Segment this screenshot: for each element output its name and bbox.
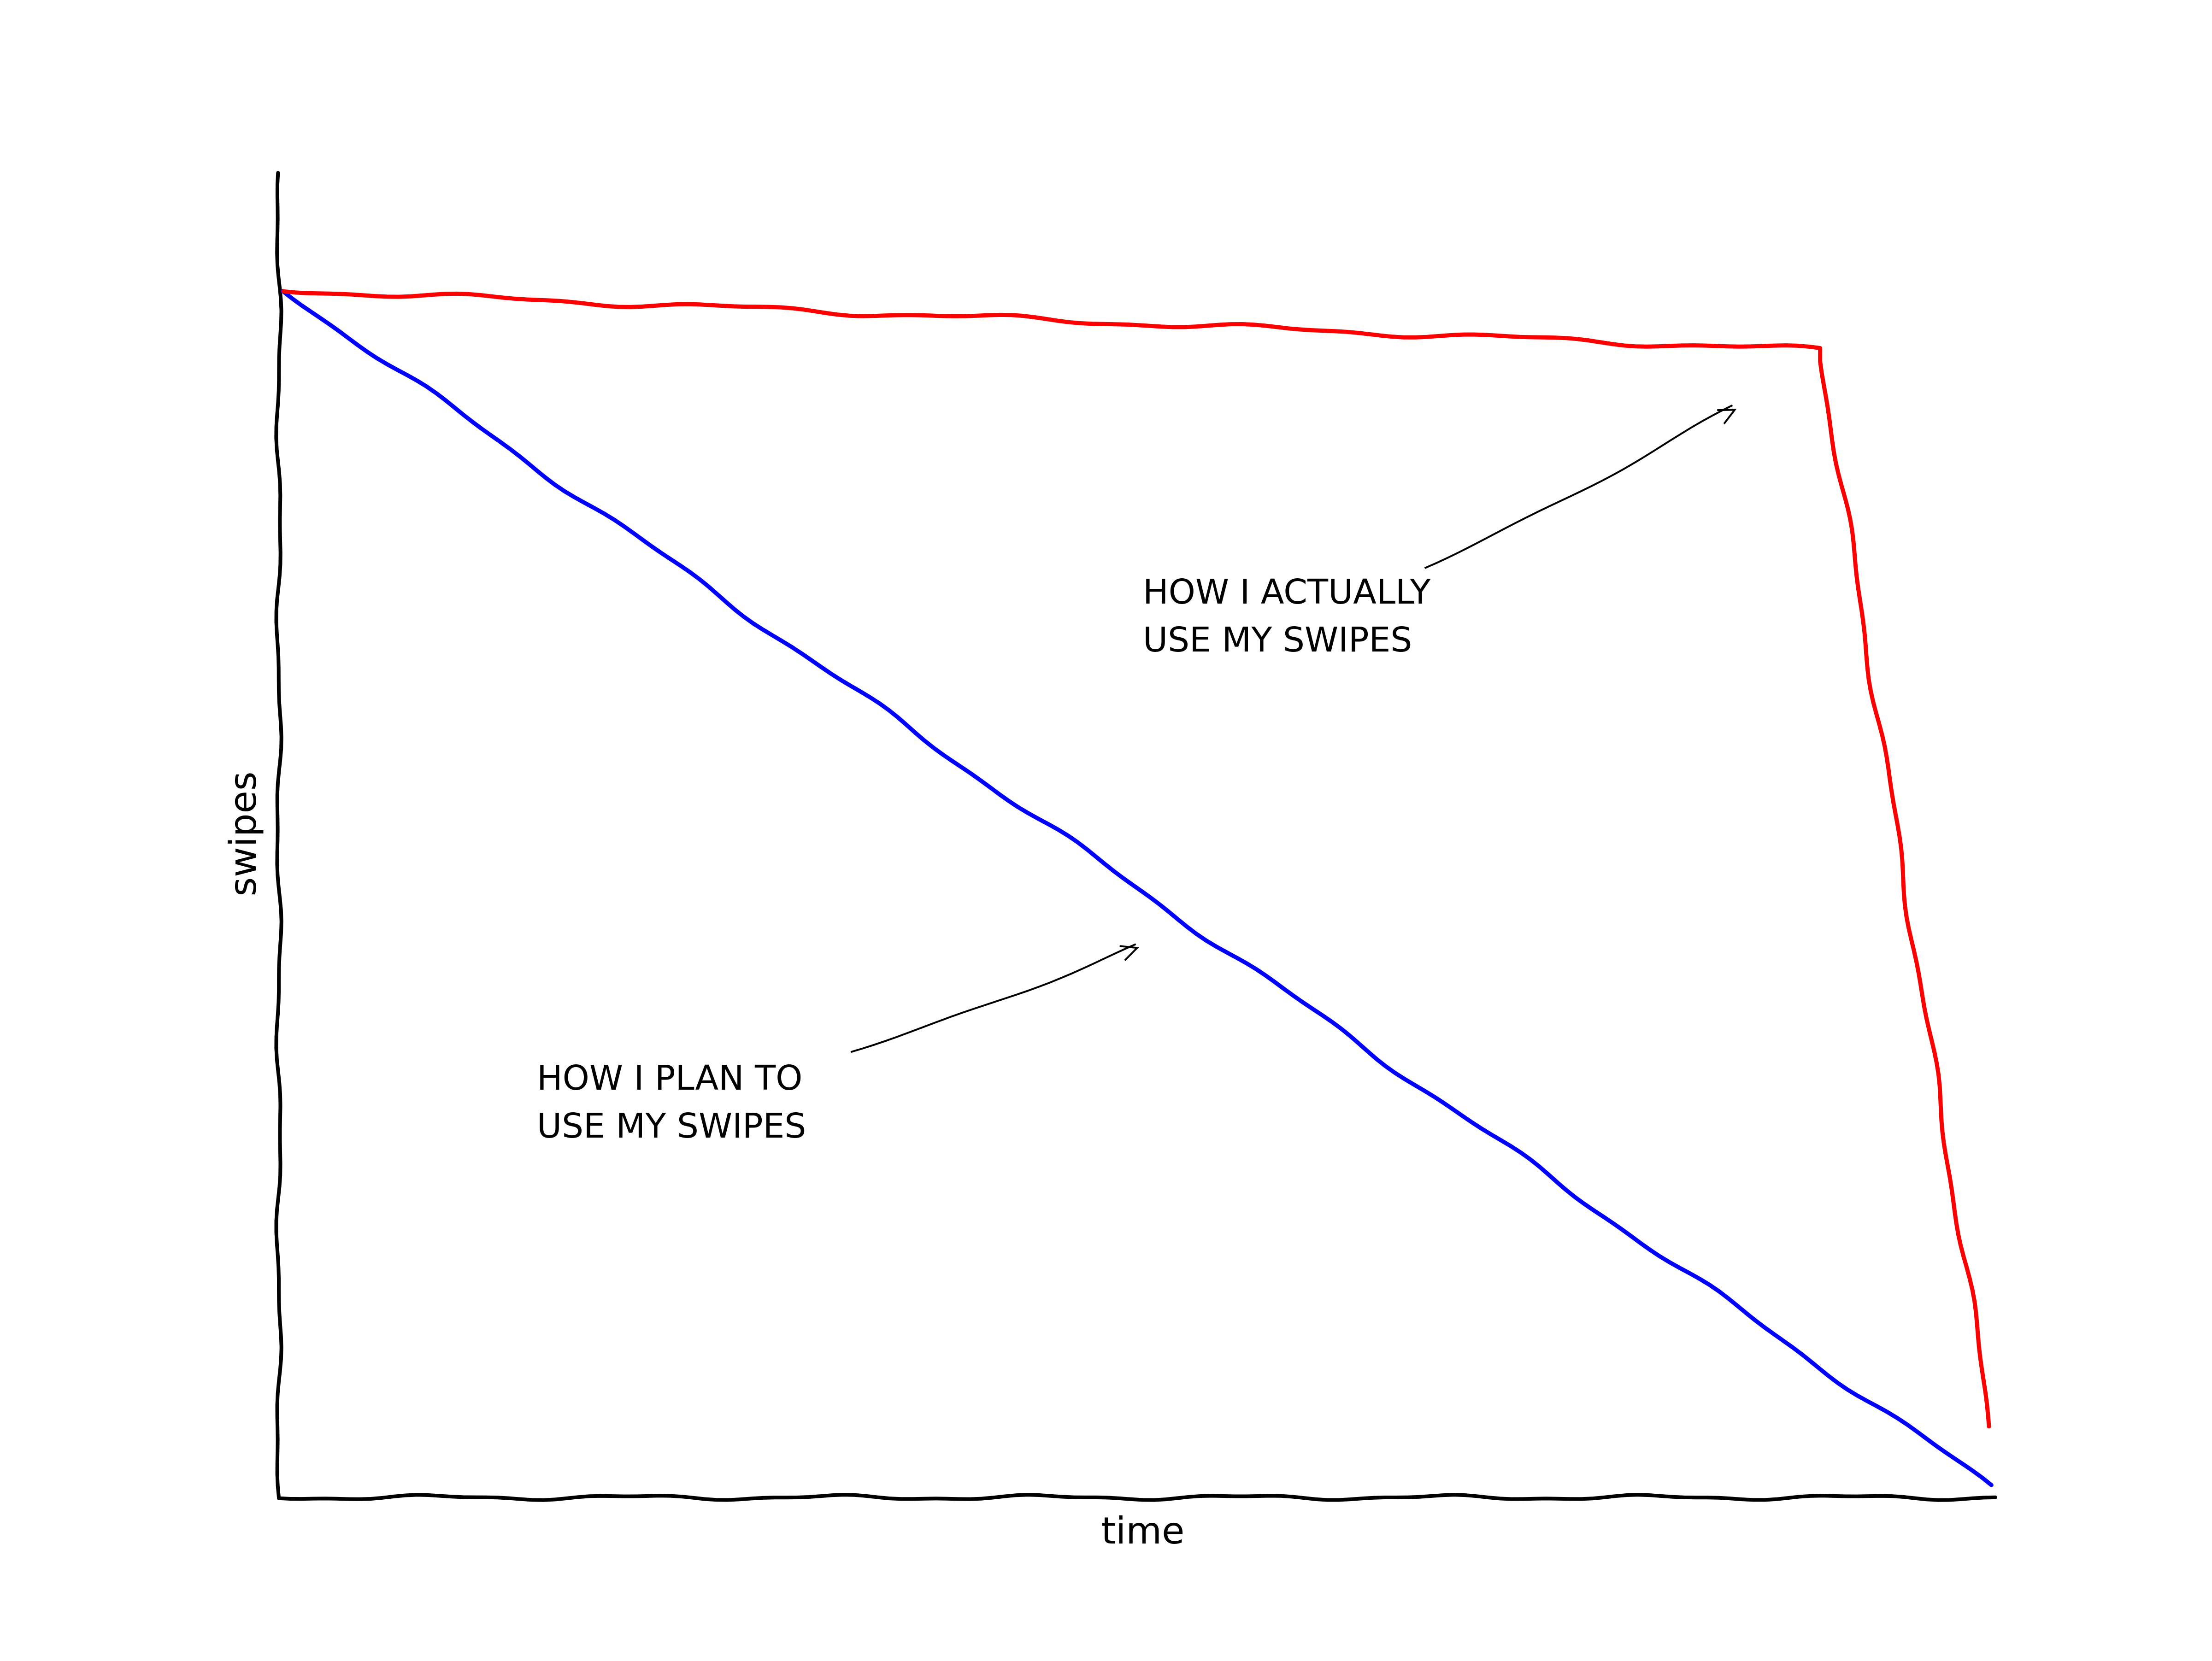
y-axis-title: swipes	[222, 771, 265, 896]
annotation-plan-text: HOW I PLAN TO USE MY SWIPES	[537, 1058, 813, 1146]
annotation-arrow-2	[1424, 404, 1733, 569]
annotation-arrowhead-2	[1717, 409, 1737, 424]
series-line-1	[281, 289, 1994, 1487]
annotation-arrowhead-1	[1119, 945, 1139, 961]
annotation-actual-line-2: USE MY SWIPES	[1143, 620, 1412, 660]
annotation-plan-line-1: HOW I PLAN TO	[537, 1058, 802, 1098]
annotation-arrow-1	[850, 943, 1136, 1053]
axes	[274, 171, 1997, 1502]
x-axis-line	[277, 1493, 1997, 1502]
x-axis-title: time	[1101, 1509, 1185, 1552]
annotation-actual-text: HOW I ACTUALLY USE MY SWIPES	[1143, 572, 1441, 660]
annotations	[850, 404, 1737, 1053]
series-line-2	[281, 289, 1991, 1429]
annotation-plan-line-2: USE MY SWIPES	[537, 1106, 806, 1146]
y-axis-line	[274, 171, 283, 1499]
series-layer	[281, 289, 1994, 1487]
annotation-actual-line-1: HOW I ACTUALLY	[1143, 572, 1431, 612]
